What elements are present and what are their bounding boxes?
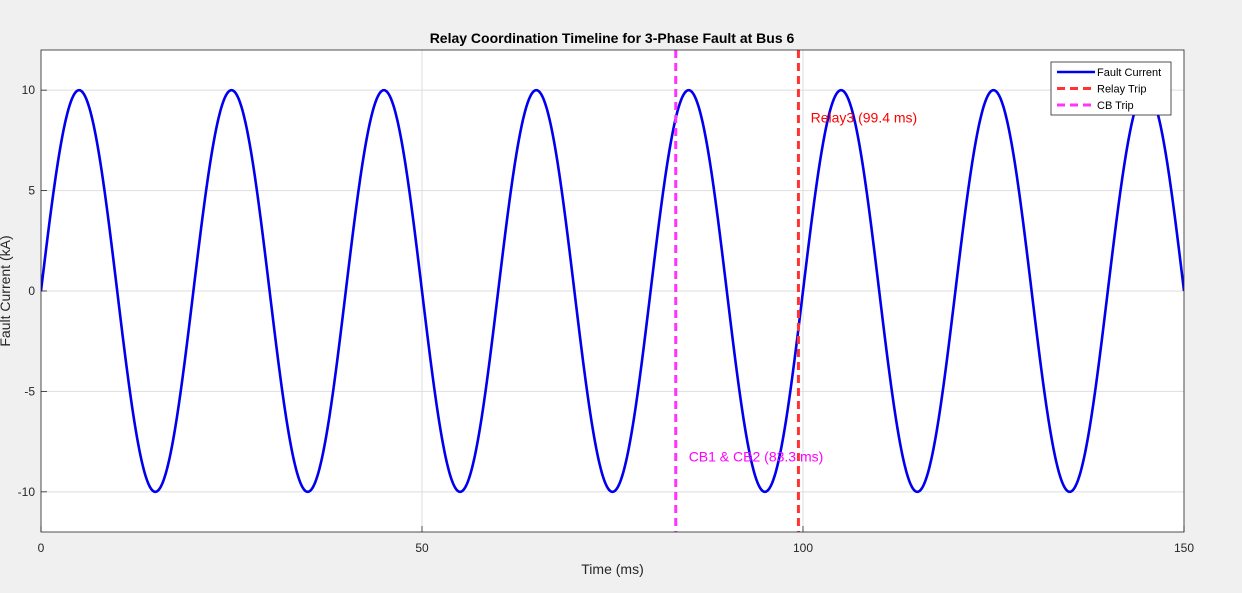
x-tick-label: 150 bbox=[1174, 541, 1194, 555]
y-tick-label: -5 bbox=[24, 384, 35, 398]
legend-entry: CB Trip bbox=[1097, 100, 1134, 112]
trip-lines bbox=[674, 50, 800, 532]
y-tick-label: 0 bbox=[28, 284, 35, 298]
annotations: Relay3 (99.4 ms) CB1 & CB2 (83.3 ms) bbox=[689, 109, 918, 464]
legend: Fault Current Relay Trip CB Trip bbox=[1050, 61, 1172, 116]
y-tick-label: 10 bbox=[22, 83, 36, 97]
annotation-1: Relay3 (99.4 ms) bbox=[811, 109, 918, 125]
y-tick-label: 5 bbox=[28, 184, 35, 198]
legend-entry: Relay Trip bbox=[1097, 84, 1147, 96]
annotation-2: CB1 & CB2 (83.3 ms) bbox=[689, 449, 824, 465]
x-tick-labels: 0 50 100 150 bbox=[38, 541, 1195, 555]
chart-title: Relay Coordination Timeline for 3-Phase … bbox=[430, 30, 795, 46]
x-tick-label: 50 bbox=[415, 541, 429, 555]
x-tick-label: 100 bbox=[793, 541, 813, 555]
y-tick-labels: -10 -5 0 5 10 bbox=[18, 83, 36, 499]
x-axis-label: Time (ms) bbox=[581, 561, 643, 577]
y-tick-label: -10 bbox=[18, 485, 36, 499]
plot-frame bbox=[40, 49, 1185, 533]
plot-content bbox=[41, 50, 1184, 532]
y-axis-label: Fault Current (kA) bbox=[0, 235, 13, 346]
series-line-fault-current bbox=[41, 88, 1184, 494]
x-tick-label: 0 bbox=[38, 541, 45, 555]
legend-entry: Fault Current bbox=[1097, 67, 1161, 79]
